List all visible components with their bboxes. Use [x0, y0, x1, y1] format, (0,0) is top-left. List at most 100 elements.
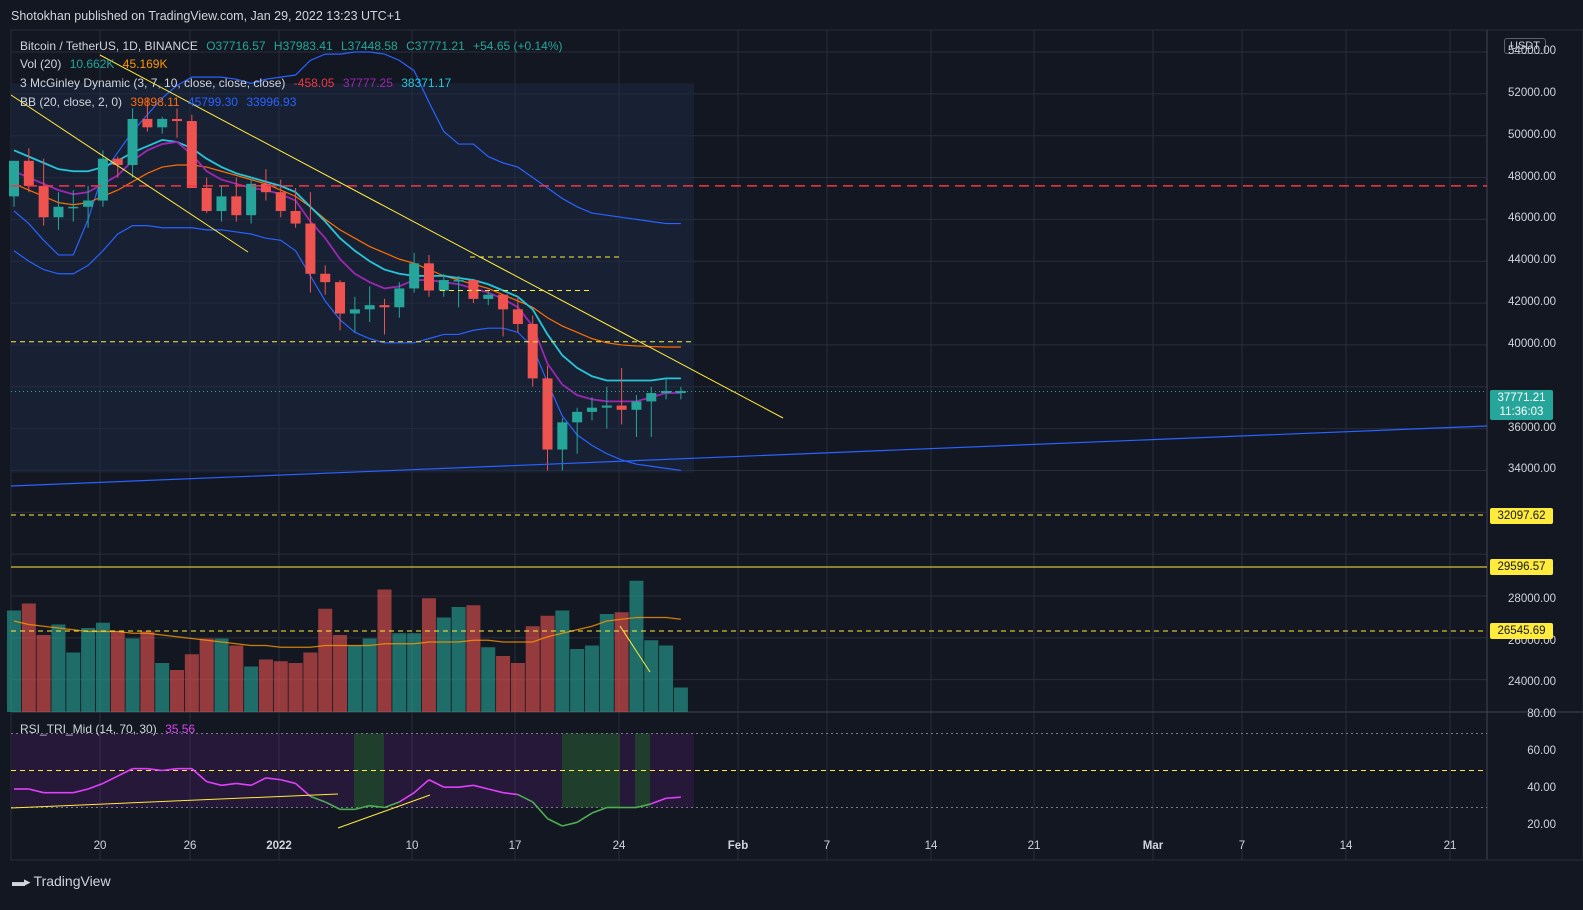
tradingview-footer[interactable]: ▬▸ TradingView: [12, 873, 111, 890]
volume-bar: [244, 666, 259, 712]
chart-frame: [10, 29, 1583, 861]
mcginley-slow-line: [13, 141, 681, 403]
candle: [468, 280, 479, 304]
candle-body: [246, 183, 257, 216]
candle-body: [68, 206, 79, 209]
candle-body: [23, 160, 34, 186]
high-value: H37983.41: [273, 39, 333, 53]
support-trend-line: [10, 425, 1488, 487]
candle-body: [453, 280, 464, 282]
candle: [127, 108, 138, 178]
candle-body: [601, 405, 612, 408]
price-tick-label: 46000.00: [1508, 212, 1556, 225]
rsi-line-segment: [162, 767, 178, 772]
rsi-line-segment: [398, 792, 415, 803]
candle-body: [423, 263, 434, 291]
candle: [409, 252, 420, 293]
volume-bar: [673, 687, 688, 712]
candle-body: [97, 158, 108, 201]
rsi-line-segment: [369, 804, 385, 809]
volume-bar: [229, 645, 244, 712]
rsi-line-segment: [517, 793, 534, 803]
volume-bar: [496, 656, 511, 712]
candle: [394, 282, 405, 318]
candle-body: [112, 158, 123, 165]
candle-body: [364, 305, 375, 310]
rsi-tick-label: 20.00: [1527, 819, 1556, 831]
trend-line-2: [99, 54, 784, 419]
bb-legend: BB (20, close, 2, 0) 39898.11 45799.30 3…: [20, 95, 301, 109]
time-tick-label: Mar: [1142, 840, 1164, 852]
rsi-trend-line: [337, 794, 431, 829]
candle: [201, 177, 212, 214]
mcginley-fast-line: [13, 138, 681, 382]
rsi-label[interactable]: RSI_TRI_Mid (14, 70, 30): [20, 722, 157, 736]
price-tick-label: 28000.00: [1508, 593, 1556, 605]
price-tick-label: 36000.00: [1508, 421, 1556, 434]
countdown-value: 11:36:03: [1499, 406, 1544, 418]
time-tick-label: Feb: [727, 840, 749, 852]
rsi-line-segment: [532, 801, 549, 820]
volume-label[interactable]: Vol (20): [20, 57, 62, 71]
candle-body: [512, 309, 523, 324]
volume-bar: [481, 647, 496, 712]
candle: [586, 397, 597, 421]
rsi-line-segment: [666, 796, 681, 800]
candle: [349, 296, 360, 333]
symbol-legend: Bitcoin / TetherUS, 1D, BINANCE O37716.5…: [20, 39, 568, 53]
mcginley-value-2: 37777.25: [342, 76, 393, 90]
time-tick-label: 14: [924, 840, 938, 852]
volume-bar: [510, 663, 525, 712]
volume-bar: [155, 663, 170, 712]
price-tick-label: 50000.00: [1508, 128, 1556, 141]
candle-body: [586, 407, 597, 412]
volume-bar: [570, 649, 585, 712]
open-value: O37716.57: [206, 39, 266, 53]
time-tick-label: 7: [1238, 840, 1246, 852]
bb-label[interactable]: BB (20, close, 2, 0): [20, 95, 123, 109]
volume-bar: [614, 612, 629, 712]
volume-bar: [81, 628, 96, 712]
candle-body: [9, 160, 19, 197]
volume-bar: [466, 605, 481, 712]
rsi-line-segment: [265, 777, 281, 781]
price-tick-label: 52000.00: [1508, 86, 1556, 99]
candle: [601, 386, 612, 429]
candle-body: [572, 411, 583, 423]
rsi-line-segment: [206, 780, 222, 787]
mcginley-label[interactable]: 3 McGinley Dynamic (3, 7, 10, close, clo…: [20, 76, 286, 90]
candle-body: [379, 305, 390, 308]
symbol-title[interactable]: Bitcoin / TetherUS, 1D, BINANCE: [20, 39, 198, 53]
rsi-line-segment: [87, 782, 104, 790]
bollinger-upper-line: [13, 51, 681, 256]
volume-bar: [125, 638, 140, 712]
candle-body: [527, 323, 538, 379]
volume-bar: [377, 589, 392, 712]
currency-button[interactable]: USDT: [1504, 38, 1546, 54]
trend-line-1: [10, 94, 249, 253]
candle-body: [483, 294, 494, 299]
candle: [661, 378, 672, 400]
bb-value-3: 33996.93: [246, 95, 297, 109]
candle: [320, 265, 331, 295]
volume-bar: [659, 645, 674, 712]
volume-bar: [51, 624, 66, 712]
bb-value-2: 45799.30: [187, 95, 238, 109]
candle: [423, 254, 434, 297]
volume-bar: [36, 635, 51, 712]
published-header: Shotokhan published on TradingView.com, …: [11, 9, 401, 23]
rsi-line-segment: [413, 779, 430, 794]
volume-bar: [407, 633, 422, 712]
volume-bar: [170, 670, 185, 712]
candlesticks: [9, 98, 686, 471]
volume-bar: [644, 640, 659, 712]
rsi-line-segment: [28, 788, 44, 794]
candle: [38, 158, 49, 226]
time-tick-label: 7: [823, 840, 831, 852]
rsi-legend: RSI_TRI_Mid (14, 70, 30) 35.56: [20, 722, 200, 736]
candle-body: [661, 390, 672, 394]
candle: [53, 192, 64, 230]
volume-bar: [258, 659, 273, 712]
mcginley-value-1: -458.05: [293, 76, 335, 90]
